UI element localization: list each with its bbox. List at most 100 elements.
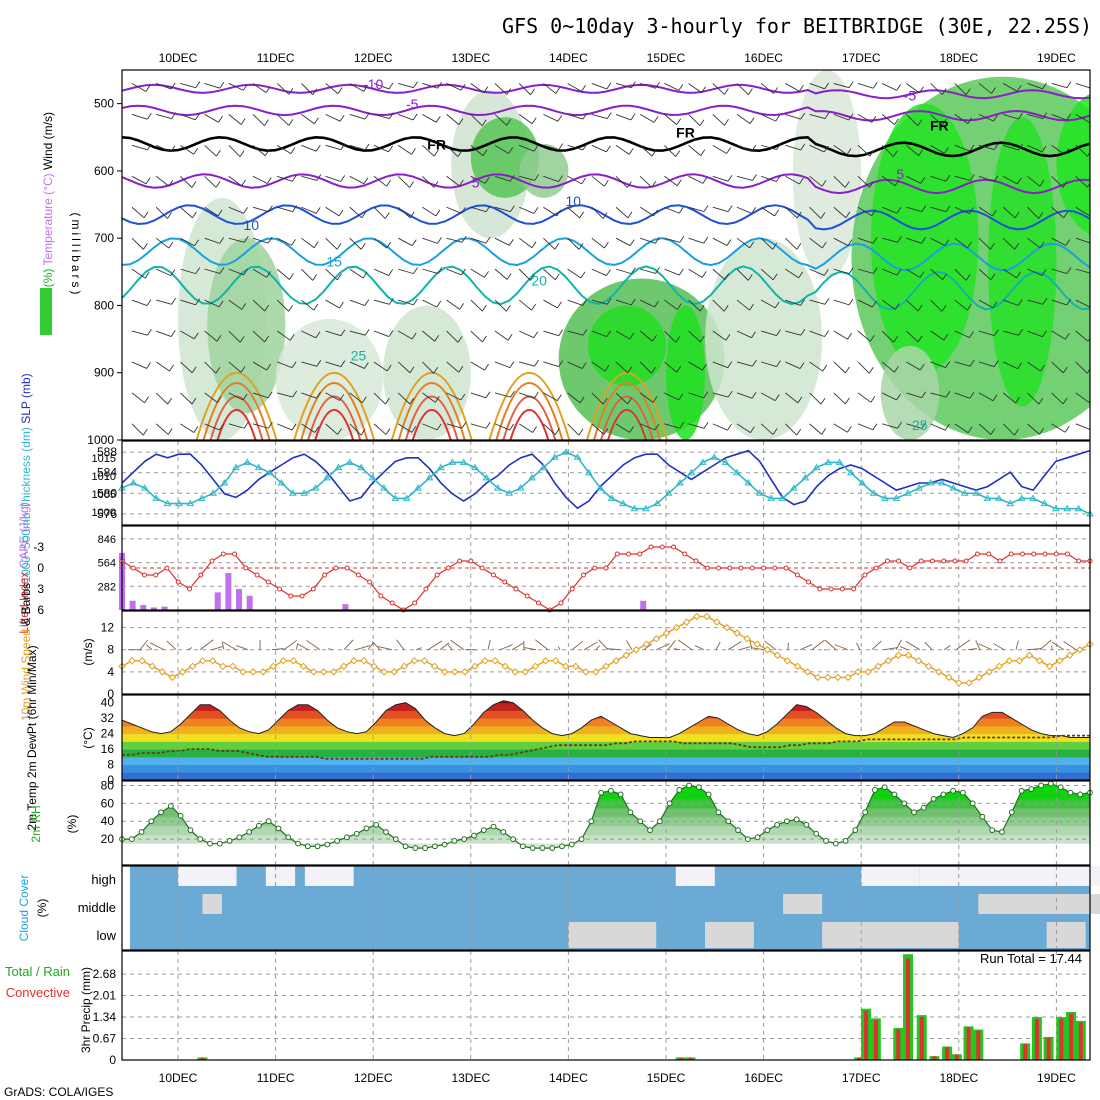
wind-barb (688, 391, 709, 399)
wind-barb (857, 392, 876, 403)
thickness-point (835, 458, 844, 465)
wind-barb (664, 83, 684, 91)
wind-barb (664, 175, 682, 187)
wind-barb (180, 81, 201, 89)
wind-barb (736, 174, 757, 181)
temp-band (122, 749, 1090, 758)
contour-label: -5 (406, 96, 419, 112)
wind-barb (688, 145, 706, 156)
lifted-index-point (412, 600, 418, 606)
surface-wind-barb (415, 647, 423, 651)
rh-point (216, 840, 223, 847)
contour-label: 5 (896, 166, 904, 182)
wind-barb (736, 391, 757, 399)
wind-barb (325, 237, 342, 250)
wind-barb (930, 83, 947, 95)
wind-barb (1027, 392, 1044, 405)
wind-barb (664, 421, 685, 429)
wind-barb (930, 205, 951, 213)
wind-barb (712, 268, 730, 280)
wind-barb (736, 299, 754, 311)
precip-tick: 0 (109, 1053, 116, 1067)
thickness-point (1029, 494, 1037, 501)
wind-barb (664, 361, 682, 373)
wind-speed-point (844, 673, 852, 682)
wind-barb (567, 237, 584, 250)
rh-point (402, 843, 409, 850)
lifted-index-point (209, 558, 215, 564)
wind-barb (760, 392, 780, 402)
wind-barb (204, 81, 225, 89)
wind-barb (1002, 423, 1019, 436)
thickness-point (471, 463, 479, 471)
thickness-point (801, 473, 810, 481)
wind-barb (398, 298, 418, 306)
surface-wind-barb (595, 645, 601, 651)
cape-bar (214, 592, 221, 610)
wind-speed-point (904, 651, 913, 659)
wind-speed-point (551, 657, 560, 665)
precip-convective-bar (864, 1010, 869, 1060)
warm-contour (607, 408, 647, 440)
warm-contour (509, 408, 550, 440)
wind-barb (228, 361, 246, 373)
rh-tick: 60 (101, 796, 115, 810)
cape-frame (121, 525, 1091, 611)
wind-barb (906, 205, 927, 212)
wind-barb (131, 143, 152, 151)
temp-band (122, 772, 1090, 780)
date-label-bottom: 10DEC (159, 1071, 198, 1085)
wind-barb (954, 174, 975, 181)
cloud-block (870, 922, 959, 948)
wind-barb (615, 330, 635, 340)
precip-convective-bar (945, 1047, 950, 1060)
thickness-point (186, 499, 195, 507)
wind-barb (833, 175, 850, 188)
rh-point (1057, 784, 1064, 791)
rh-point (999, 829, 1005, 835)
date-label-bottom: 11DEC (257, 1071, 295, 1085)
surface-wind-barb (667, 640, 676, 651)
wind-barb (349, 361, 369, 369)
wind-barb (882, 206, 902, 214)
wind-barb (785, 423, 802, 436)
wind-barb (833, 361, 850, 374)
surface-wind-barb (524, 647, 537, 651)
lifted-index-point (220, 551, 226, 557)
wind-barb (494, 144, 514, 154)
wind-tick: 0 (107, 687, 114, 701)
wind-frame (121, 610, 1091, 695)
precip-convective-bar (1078, 1022, 1083, 1060)
rh-point (255, 822, 262, 829)
wind-barb (809, 237, 827, 249)
wind-barb (906, 237, 926, 244)
wind-speed-point (592, 668, 600, 676)
lifted-index-point (333, 565, 339, 571)
thickness-point (129, 479, 138, 486)
wind-barb (422, 361, 439, 374)
rh-point (940, 791, 947, 798)
rh-point (578, 836, 585, 843)
wind-barb (301, 330, 321, 339)
wind-barb (204, 237, 225, 244)
wind-barb (688, 361, 707, 371)
wind-speed-point (501, 662, 509, 671)
wind-barb (543, 237, 560, 250)
thickness-point (436, 463, 445, 471)
wind-barb (228, 268, 249, 276)
surface-wind-barb (283, 640, 297, 651)
wind-barb (397, 361, 415, 374)
wind-barb (398, 113, 418, 121)
ytick-label: 600 (94, 164, 114, 178)
surface-wind-barb (1051, 641, 1065, 651)
wind-barb (325, 329, 346, 337)
lifted-index-point (659, 544, 665, 550)
cloud-block (207, 894, 218, 914)
wind-barb (833, 237, 853, 246)
thickness-point (266, 468, 274, 476)
rh-region (382, 305, 471, 440)
warm-contour (397, 382, 466, 440)
lifted-index-point (535, 600, 541, 606)
rh-point (813, 830, 820, 837)
wind-barb (1075, 330, 1090, 342)
